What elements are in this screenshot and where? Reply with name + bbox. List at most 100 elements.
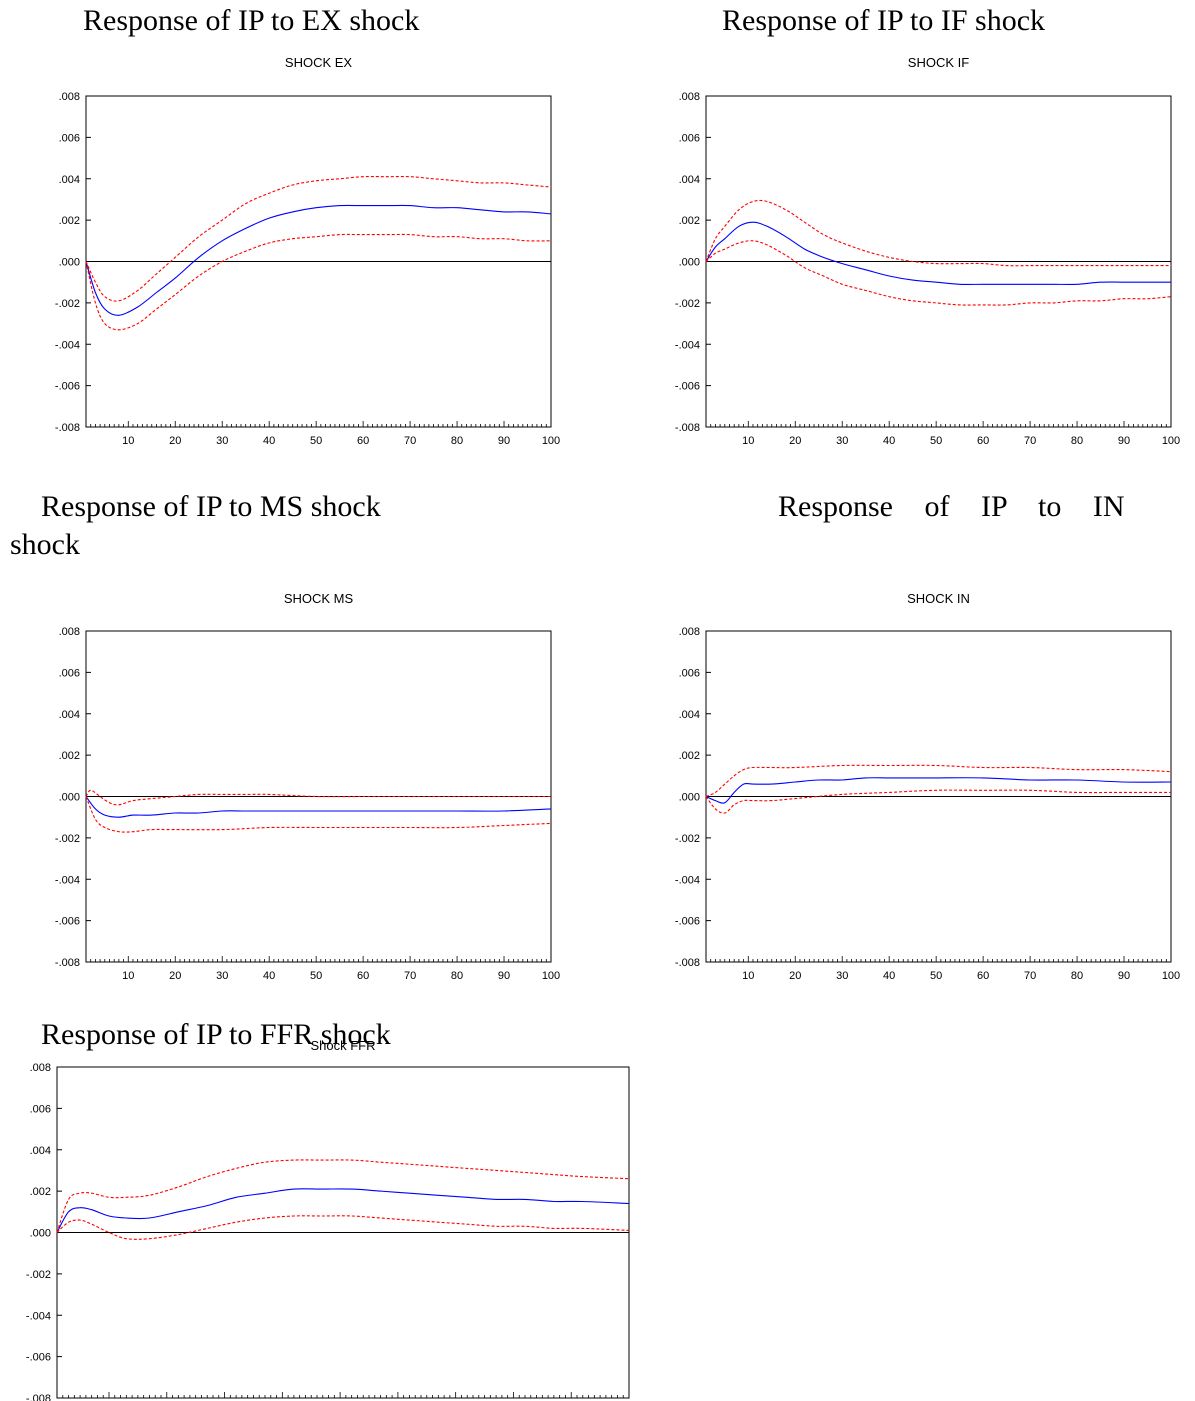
- y-tick-label: -.002: [675, 833, 700, 845]
- chart-title: SHOCK MS: [284, 591, 354, 606]
- x-tick-label: 90: [498, 435, 510, 447]
- y-tick-label: -.004: [55, 339, 80, 351]
- x-tick-label: 20: [789, 435, 801, 447]
- y-tick-label: -.002: [55, 833, 80, 845]
- x-tick-label: 10: [122, 435, 134, 447]
- x-tick-label: 100: [542, 970, 560, 982]
- x-tick-label: 30: [216, 970, 228, 982]
- x-tick-label: 50: [310, 435, 322, 447]
- x-tick-label: 70: [1024, 435, 1036, 447]
- chart-title: SHOCK IN: [907, 591, 970, 606]
- y-tick-label: .004: [59, 174, 80, 186]
- x-tick-label: 90: [1118, 970, 1130, 982]
- x-tick-label: 80: [1071, 970, 1083, 982]
- y-tick-label: -.006: [55, 381, 80, 393]
- y-tick-label: .004: [59, 709, 80, 721]
- x-tick-label: 10: [122, 970, 134, 982]
- confidence-band-lower: [56, 1215, 630, 1240]
- confidence-band-upper: [85, 175, 552, 302]
- y-tick-label: -.008: [675, 957, 700, 969]
- confidence-band-lower: [705, 789, 1171, 814]
- y-tick-label: -.008: [55, 422, 80, 434]
- y-tick-label: -.004: [675, 339, 700, 351]
- y-tick-label: .000: [59, 257, 80, 269]
- y-tick-label: -.002: [55, 298, 80, 310]
- y-tick-label: .000: [679, 792, 700, 804]
- y-tick-label: .002: [30, 1186, 51, 1198]
- caption-in-continued: shock: [10, 528, 80, 561]
- x-tick-label: 70: [404, 970, 416, 982]
- impulse-response-line: [56, 1188, 630, 1233]
- y-tick-label: .006: [30, 1103, 51, 1115]
- y-tick-label: .004: [679, 709, 700, 721]
- chart-in: SHOCK IN .008 .006 .004 .002 .000 -.002 -.004 -.…: [675, 591, 1180, 982]
- y-tick-label: .006: [679, 132, 700, 144]
- y-tick-label: -.008: [55, 957, 80, 969]
- y-tick-label: -.006: [675, 916, 700, 928]
- x-tick-label: 100: [542, 435, 560, 447]
- x-tick-label: 90: [498, 970, 510, 982]
- confidence-band-upper: [705, 199, 1171, 267]
- impulse-response-line: [85, 204, 552, 316]
- plot-frame: [85, 630, 552, 963]
- y-tick-label: .002: [679, 750, 700, 762]
- x-tick-label: 20: [789, 970, 801, 982]
- y-tick-label: -.004: [26, 1310, 51, 1322]
- chart-ffr: Shock FFR.008.006.004.002.000-.002-.004-…: [26, 1038, 630, 1401]
- x-tick-label: 70: [1024, 970, 1036, 982]
- plot-frame: [705, 630, 1172, 963]
- y-tick-label: -.006: [55, 916, 80, 928]
- y-tick-label: .002: [679, 215, 700, 227]
- plot-frame: [85, 95, 552, 428]
- y-tick-label: .008: [59, 626, 80, 638]
- y-tick-label: .002: [59, 750, 80, 762]
- impulse-response-line: [85, 796, 552, 818]
- chart-title: SHOCK EX: [285, 55, 353, 70]
- x-tick-label: 30: [836, 435, 848, 447]
- caption-in: Response of IP to IN: [778, 490, 1125, 523]
- x-tick-label: 10: [742, 970, 754, 982]
- x-tick-label: 50: [310, 970, 322, 982]
- x-tick-label: 50: [930, 435, 942, 447]
- caption-ms: Response of IP to MS shock: [41, 490, 381, 523]
- y-tick-label: .000: [30, 1228, 51, 1240]
- y-tick-label: -.008: [26, 1393, 51, 1401]
- x-tick-label: 60: [977, 970, 989, 982]
- x-tick-label: 90: [1118, 435, 1130, 447]
- y-tick-label: -.004: [675, 874, 700, 886]
- confidence-band-lower: [705, 240, 1172, 306]
- y-tick-label: .002: [59, 215, 80, 227]
- x-tick-label: 80: [451, 435, 463, 447]
- x-tick-label: 20: [169, 435, 181, 447]
- y-tick-label: .008: [679, 91, 700, 103]
- caption-ex: Response of IP to EX shock: [83, 4, 420, 37]
- confidence-band-upper: [56, 1159, 630, 1233]
- chart-if: SHOCK IF .008 .006 .004 .002 .000 -.002 -.004 -.…: [675, 55, 1180, 447]
- x-tick-label: 60: [357, 435, 369, 447]
- chart-ex: SHOCK EX .008 .006 .004 .002 .000 -.002 -.004 -.…: [55, 55, 560, 447]
- y-tick-label: .004: [30, 1145, 51, 1157]
- chart-ms: SHOCK MS .008 .006 .004 .002 .000 -.002 -.004 -.…: [55, 591, 560, 982]
- x-tick-label: 40: [263, 970, 275, 982]
- x-tick-label: 10: [742, 435, 754, 447]
- y-tick-label: .000: [59, 792, 80, 804]
- x-tick-label: 40: [883, 970, 895, 982]
- confidence-band-upper: [85, 789, 551, 806]
- plot-frame: [56, 1066, 630, 1399]
- y-tick-label: -.006: [26, 1352, 51, 1364]
- y-tick-label: -.004: [55, 874, 80, 886]
- x-tick-label: 100: [1162, 435, 1180, 447]
- x-tick-label: 60: [357, 970, 369, 982]
- confidence-band-lower: [85, 233, 552, 331]
- impulse-response-line: [705, 221, 1171, 285]
- y-tick-label: .008: [30, 1062, 51, 1074]
- y-tick-label: .006: [679, 667, 700, 679]
- y-tick-label: .000: [679, 257, 700, 269]
- y-tick-label: .006: [59, 667, 80, 679]
- impulse-response-line: [705, 777, 1172, 804]
- caption-if: Response of IP to IF shock: [722, 4, 1046, 37]
- x-tick-label: 70: [404, 435, 416, 447]
- y-tick-label: .004: [679, 174, 700, 186]
- x-tick-label: 20: [169, 970, 181, 982]
